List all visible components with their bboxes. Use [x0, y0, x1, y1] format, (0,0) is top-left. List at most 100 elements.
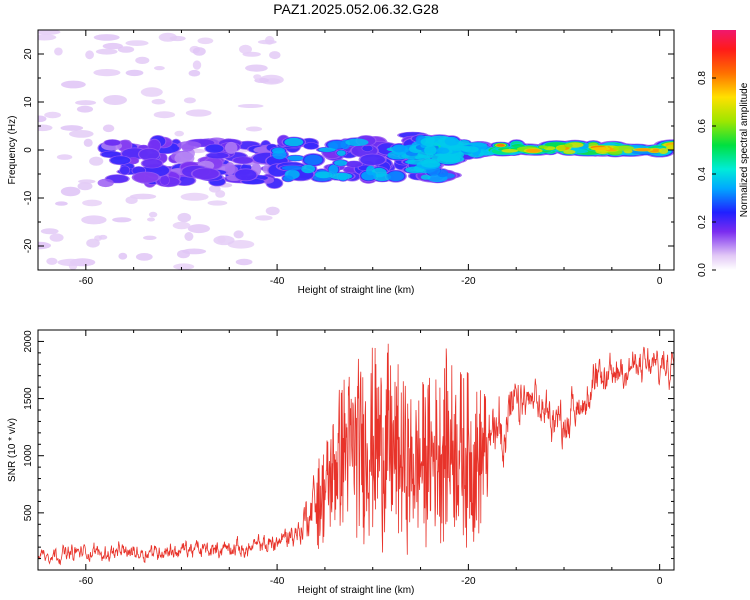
contour-blob: [217, 235, 226, 244]
contour-blob: [192, 60, 202, 70]
contour-blob: [361, 171, 376, 181]
contour-blob: [85, 50, 94, 60]
contour-blob: [303, 142, 319, 150]
contour-blob: [235, 258, 253, 266]
contour-blob: [184, 232, 194, 241]
x-tick-label: -40: [270, 576, 285, 587]
x-tick-label: -20: [461, 576, 476, 587]
contour-blob: [496, 143, 505, 147]
contour-blob: [281, 165, 303, 171]
contour-blob: [75, 100, 97, 106]
contour-blob: [264, 78, 281, 84]
contour-blob: [49, 233, 64, 242]
colorbar-label: Normalized spectral amplitude: [739, 82, 750, 217]
contour-blob: [183, 97, 196, 104]
colorbar-tick-label: 0.2: [697, 215, 708, 229]
contour-blob: [44, 111, 61, 119]
contour-blob: [77, 182, 93, 191]
contour-blob: [177, 212, 192, 223]
spectrogram-y-axis-label: Frequency (Hz): [7, 116, 18, 185]
contour-blob: [56, 154, 73, 160]
contour-blob: [160, 175, 170, 185]
contour-blob: [130, 193, 157, 200]
contour-blob: [346, 161, 362, 168]
contour-blob: [612, 145, 635, 151]
contour-blob: [95, 48, 118, 55]
contour-blob: [153, 111, 176, 119]
contour-blob: [405, 159, 430, 165]
contour-blob: [526, 148, 541, 153]
contour-blob: [257, 39, 277, 45]
contour-blob: [93, 34, 120, 41]
snr-x-axis-label: Height of straight line (km): [298, 585, 415, 596]
contour-blob: [112, 217, 132, 223]
contour-blob: [125, 40, 149, 46]
contour-blob: [658, 148, 669, 154]
colorbar: 0.0 0.2 0.4 0.6 0.8 Normalized spectral ampl…: [697, 30, 750, 277]
contour-blob: [424, 145, 437, 156]
contour-blob: [215, 190, 226, 198]
contour-blob: [557, 145, 566, 152]
snr-frame: [37, 329, 675, 571]
contour-blob: [174, 130, 184, 137]
spectrogram-contours: [38, 30, 674, 270]
contour-blob: [593, 147, 608, 151]
contour-blob: [151, 98, 166, 105]
contour-blob: [564, 143, 573, 148]
contour-blob: [173, 263, 195, 270]
contour-blob: [444, 136, 459, 146]
contour-blob: [245, 64, 268, 72]
spectrogram-x-ticks: -60 -40 -20 0: [37, 30, 663, 287]
contour-blob: [420, 174, 431, 180]
contour-blob: [563, 149, 576, 154]
y-tick-label: -10: [23, 190, 34, 205]
contour-blob: [102, 42, 123, 50]
x-tick-label: -60: [79, 276, 94, 287]
contour-blob: [172, 221, 191, 230]
contour-blob: [38, 124, 53, 132]
contour-blob: [284, 137, 304, 147]
contour-blob: [269, 51, 281, 60]
contour-blob: [76, 105, 94, 113]
y-tick-label: 1500: [23, 387, 34, 410]
contour-blob: [140, 87, 163, 97]
contour-blob: [104, 139, 121, 146]
contour-blob: [38, 30, 61, 35]
snr-y-ticks: 500 1000 1500 2000: [23, 329, 674, 560]
contour-blob: [119, 166, 130, 175]
contour-blob: [117, 46, 135, 53]
contour-blob: [392, 144, 406, 153]
contour-blob: [197, 37, 214, 45]
contour-blob: [420, 137, 443, 147]
x-tick-label: -60: [79, 576, 94, 587]
y-tick-label: -20: [23, 238, 34, 253]
spectrogram-y-ticks: -20 -10 0 10 20: [23, 29, 674, 271]
contour-blob: [38, 34, 57, 41]
contour-blob: [245, 126, 263, 132]
contour-blob: [46, 257, 58, 265]
contour-blob: [98, 234, 108, 240]
contour-blob: [82, 199, 103, 207]
snr-series-line: [37, 343, 675, 566]
contour-blob: [239, 44, 252, 54]
contour-blob: [54, 47, 63, 56]
contour-blob: [139, 148, 160, 161]
y-tick-label: 2000: [23, 330, 34, 353]
contour-blob: [40, 228, 59, 235]
contour-blob: [334, 160, 348, 166]
x-tick-label: -20: [461, 276, 476, 287]
contour-blob: [118, 252, 128, 260]
y-tick-label: 1000: [23, 444, 34, 467]
y-tick-label: 0: [23, 147, 34, 153]
contour-blob: [93, 69, 121, 77]
contour-blob: [436, 147, 450, 154]
colorbar-gradient: [712, 30, 736, 270]
contour-blob: [315, 171, 333, 179]
contour-blob: [253, 74, 262, 80]
contour-blob: [55, 201, 68, 206]
contour-blob: [147, 217, 155, 222]
x-tick-label: -40: [270, 276, 285, 287]
y-tick-label: 10: [23, 96, 34, 108]
contour-blob: [207, 200, 228, 206]
contour-blob: [61, 80, 86, 89]
